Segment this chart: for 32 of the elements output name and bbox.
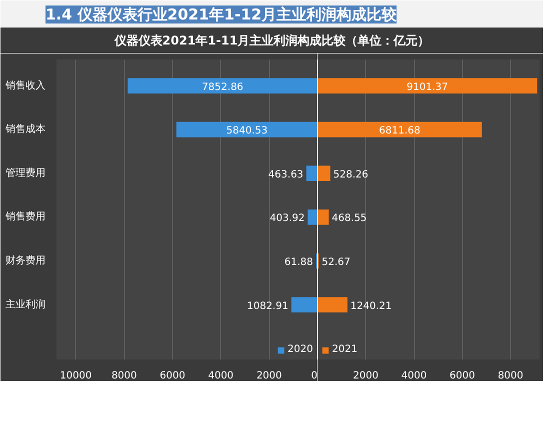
data-label: 52.67 xyxy=(322,256,350,268)
data-label: 61.88 xyxy=(284,256,314,268)
x-tick-label: 6000 xyxy=(160,370,186,382)
y-tick-label: 财务费用 xyxy=(6,254,46,266)
x-tick-label: 0 xyxy=(311,370,318,382)
data-label: 5840.53 xyxy=(226,126,268,137)
y-tick-label: 销售成本 xyxy=(4,123,46,136)
data-label: 1082.91 xyxy=(246,300,288,312)
x-tick-label: 8000 xyxy=(498,370,524,382)
data-label: 9101.37 xyxy=(406,82,448,93)
data-label: 7852.86 xyxy=(202,82,244,93)
y-tick-label: 管理费用 xyxy=(6,166,46,179)
chart-subtitle: 仪器仪表2021年1-11月主业利润构成比较（单位：亿元） xyxy=(113,34,430,48)
y-tick-label: 销售收入 xyxy=(4,79,46,92)
data-label: 528.26 xyxy=(333,169,368,180)
y-tick-label: 主业利润 xyxy=(6,298,46,310)
x-tick-label: 6000 xyxy=(450,370,476,382)
x-tick-label: 8000 xyxy=(111,370,137,382)
data-label: 463.63 xyxy=(268,169,304,180)
x-tick-label: 10000 xyxy=(60,370,92,382)
x-tick-label: 2000 xyxy=(256,370,282,382)
data-label: 403.92 xyxy=(270,213,305,224)
x-tick-label: 2000 xyxy=(353,370,378,382)
data-label: 468.55 xyxy=(332,213,367,224)
chart-title: 1.4 仪器仪表行业2021年1-12月主业利润构成比较 xyxy=(46,6,398,24)
x-tick-label: 4000 xyxy=(401,370,427,382)
x-tick-label: 4000 xyxy=(208,370,234,382)
y-tick-label: 销售费用 xyxy=(4,210,46,223)
legend-label: 2021 xyxy=(332,344,358,355)
data-label: 6811.68 xyxy=(379,126,420,137)
legend-label: 2020 xyxy=(288,344,313,355)
data-label: 1240.21 xyxy=(350,300,392,312)
